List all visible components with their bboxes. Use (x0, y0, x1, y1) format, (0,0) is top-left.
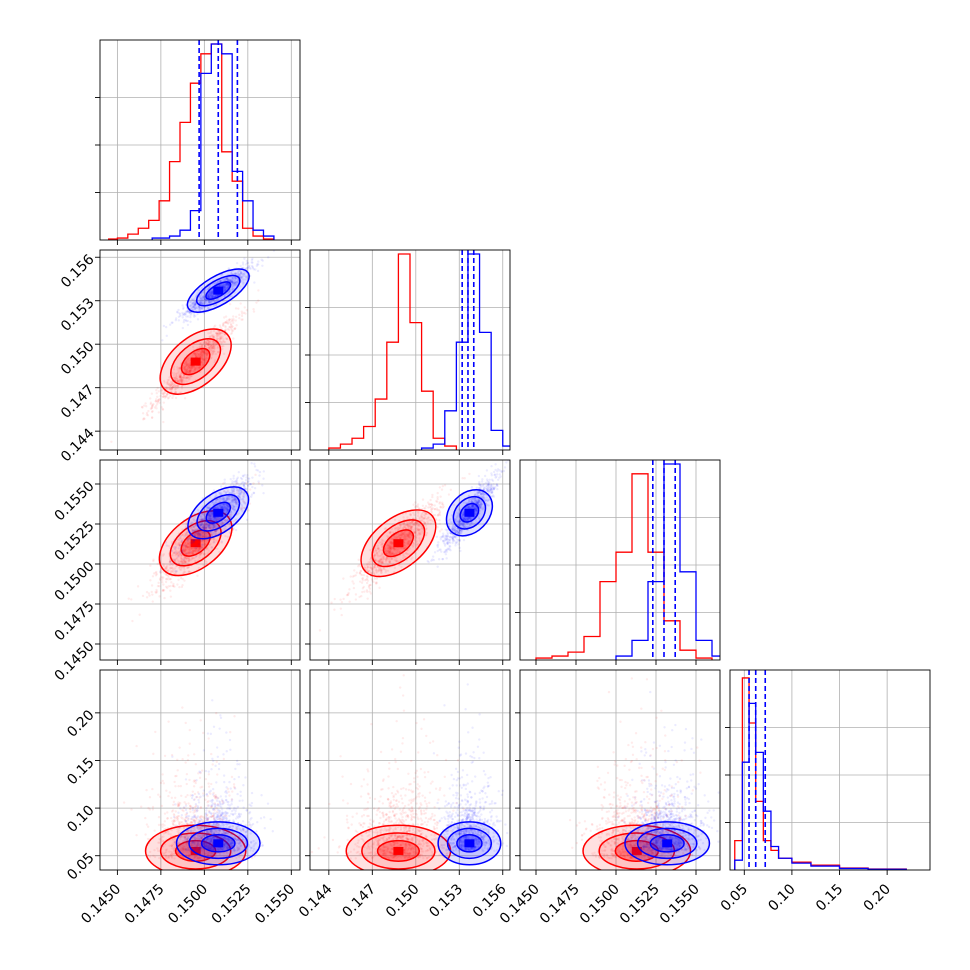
axes-frame (99, 669, 301, 871)
x-tick-label: 0.153 (426, 881, 466, 921)
panel-1-1 (305, 249, 511, 455)
peak-blue (662, 839, 673, 848)
x-tick-label: 0.1525 (617, 881, 663, 927)
y-tick-label: 0.10 (64, 802, 97, 835)
panel-body (110, 250, 276, 443)
panel-body (108, 40, 275, 240)
grid (520, 670, 720, 870)
y-tick-label: 0.153 (58, 295, 98, 335)
panels-layer: 0.1440.1470.1500.1530.1560.14500.14750.1… (52, 39, 931, 927)
ticks (95, 97, 292, 245)
ticks (515, 517, 697, 665)
y-tick-label: 0.05 (64, 850, 97, 883)
grid (310, 250, 510, 450)
y-tick-label: 0.144 (58, 425, 98, 465)
x-tick-label: 0.1550 (657, 881, 703, 927)
x-tick-label: 0.1475 (537, 881, 583, 927)
axes-frame (519, 669, 721, 871)
axes-frame (99, 459, 301, 661)
panel-body (127, 460, 266, 623)
panel-body (318, 460, 510, 632)
y-tick-label: 0.1475 (52, 598, 98, 644)
panel-body (328, 250, 510, 450)
grid (100, 250, 300, 450)
peak-blue (213, 286, 224, 295)
peak-red (190, 539, 201, 548)
histogram-red (328, 253, 458, 450)
panel-body (310, 674, 509, 870)
panel-3-3: 0.05 0.10 0.15 0.20 (718, 669, 931, 915)
peak-red (190, 846, 201, 855)
axes-frame (309, 459, 511, 661)
axes-frame (309, 669, 511, 871)
x-tick-label: 0.144 (296, 881, 336, 921)
y-tick-label: 0.20 (64, 707, 97, 740)
x-tick-label: 0.1500 (577, 881, 623, 927)
histogram-red (108, 43, 275, 240)
panel-0-0 (95, 39, 301, 245)
panel-body (734, 670, 907, 870)
y-tick-label: 0.1525 (52, 518, 98, 564)
scatter-red (568, 677, 710, 860)
panel-2-2 (515, 459, 721, 665)
peak-blue (213, 839, 224, 848)
panel-3-1: 0.144 0.147 0.150 0.153 0.156 (296, 669, 511, 921)
peak-red (393, 539, 404, 548)
ticks (305, 483, 504, 665)
axes-frame (519, 459, 721, 661)
x-tick-label: 0.150 (383, 881, 423, 921)
grid (520, 460, 720, 660)
axes-frame (99, 249, 301, 451)
peak-blue (464, 508, 475, 517)
x-tick-label: 0.1450 (78, 881, 124, 927)
x-tick-label: 0.20 (861, 881, 894, 914)
x-tick-label: 0.15 (813, 881, 846, 914)
peak-red (393, 846, 404, 855)
axes-frame (99, 39, 301, 241)
histogram-blue (615, 463, 720, 660)
y-tick-label: 0.156 (58, 252, 98, 292)
ticks (305, 307, 504, 455)
y-tick-label: 0.15 (64, 755, 97, 788)
y-tick-label: 0.1450 (52, 638, 98, 684)
panel-body (535, 460, 720, 660)
histogram-red (734, 677, 907, 870)
y-tick-label: 0.150 (58, 339, 98, 379)
histogram-blue (151, 43, 275, 240)
x-tick-label: 0.147 (339, 881, 379, 921)
x-tick-label: 0.1500 (165, 881, 211, 927)
grid (100, 460, 300, 660)
panel-2-1 (305, 459, 511, 665)
grid (310, 670, 510, 870)
y-tick-label: 0.1500 (52, 558, 98, 604)
axes-frame (729, 669, 931, 871)
panel-body (568, 677, 720, 870)
x-tick-label: 0.1475 (122, 881, 168, 927)
x-tick-label: 0.1550 (252, 881, 298, 927)
histogram-blue (734, 702, 907, 870)
peak-red (631, 846, 642, 855)
x-tick-label: 0.10 (765, 881, 798, 914)
peak-blue (464, 839, 475, 848)
y-tick-label: 0.1550 (52, 478, 98, 524)
x-tick-label: 0.1525 (209, 881, 255, 927)
panel-body (122, 699, 274, 870)
peak-blue (213, 508, 224, 517)
peak-red (190, 357, 201, 366)
grid (730, 670, 930, 870)
y-tick-label: 0.147 (58, 382, 98, 422)
x-tick-label: 0.05 (718, 881, 751, 914)
axes-frame (309, 249, 511, 451)
histogram-red (535, 473, 713, 660)
